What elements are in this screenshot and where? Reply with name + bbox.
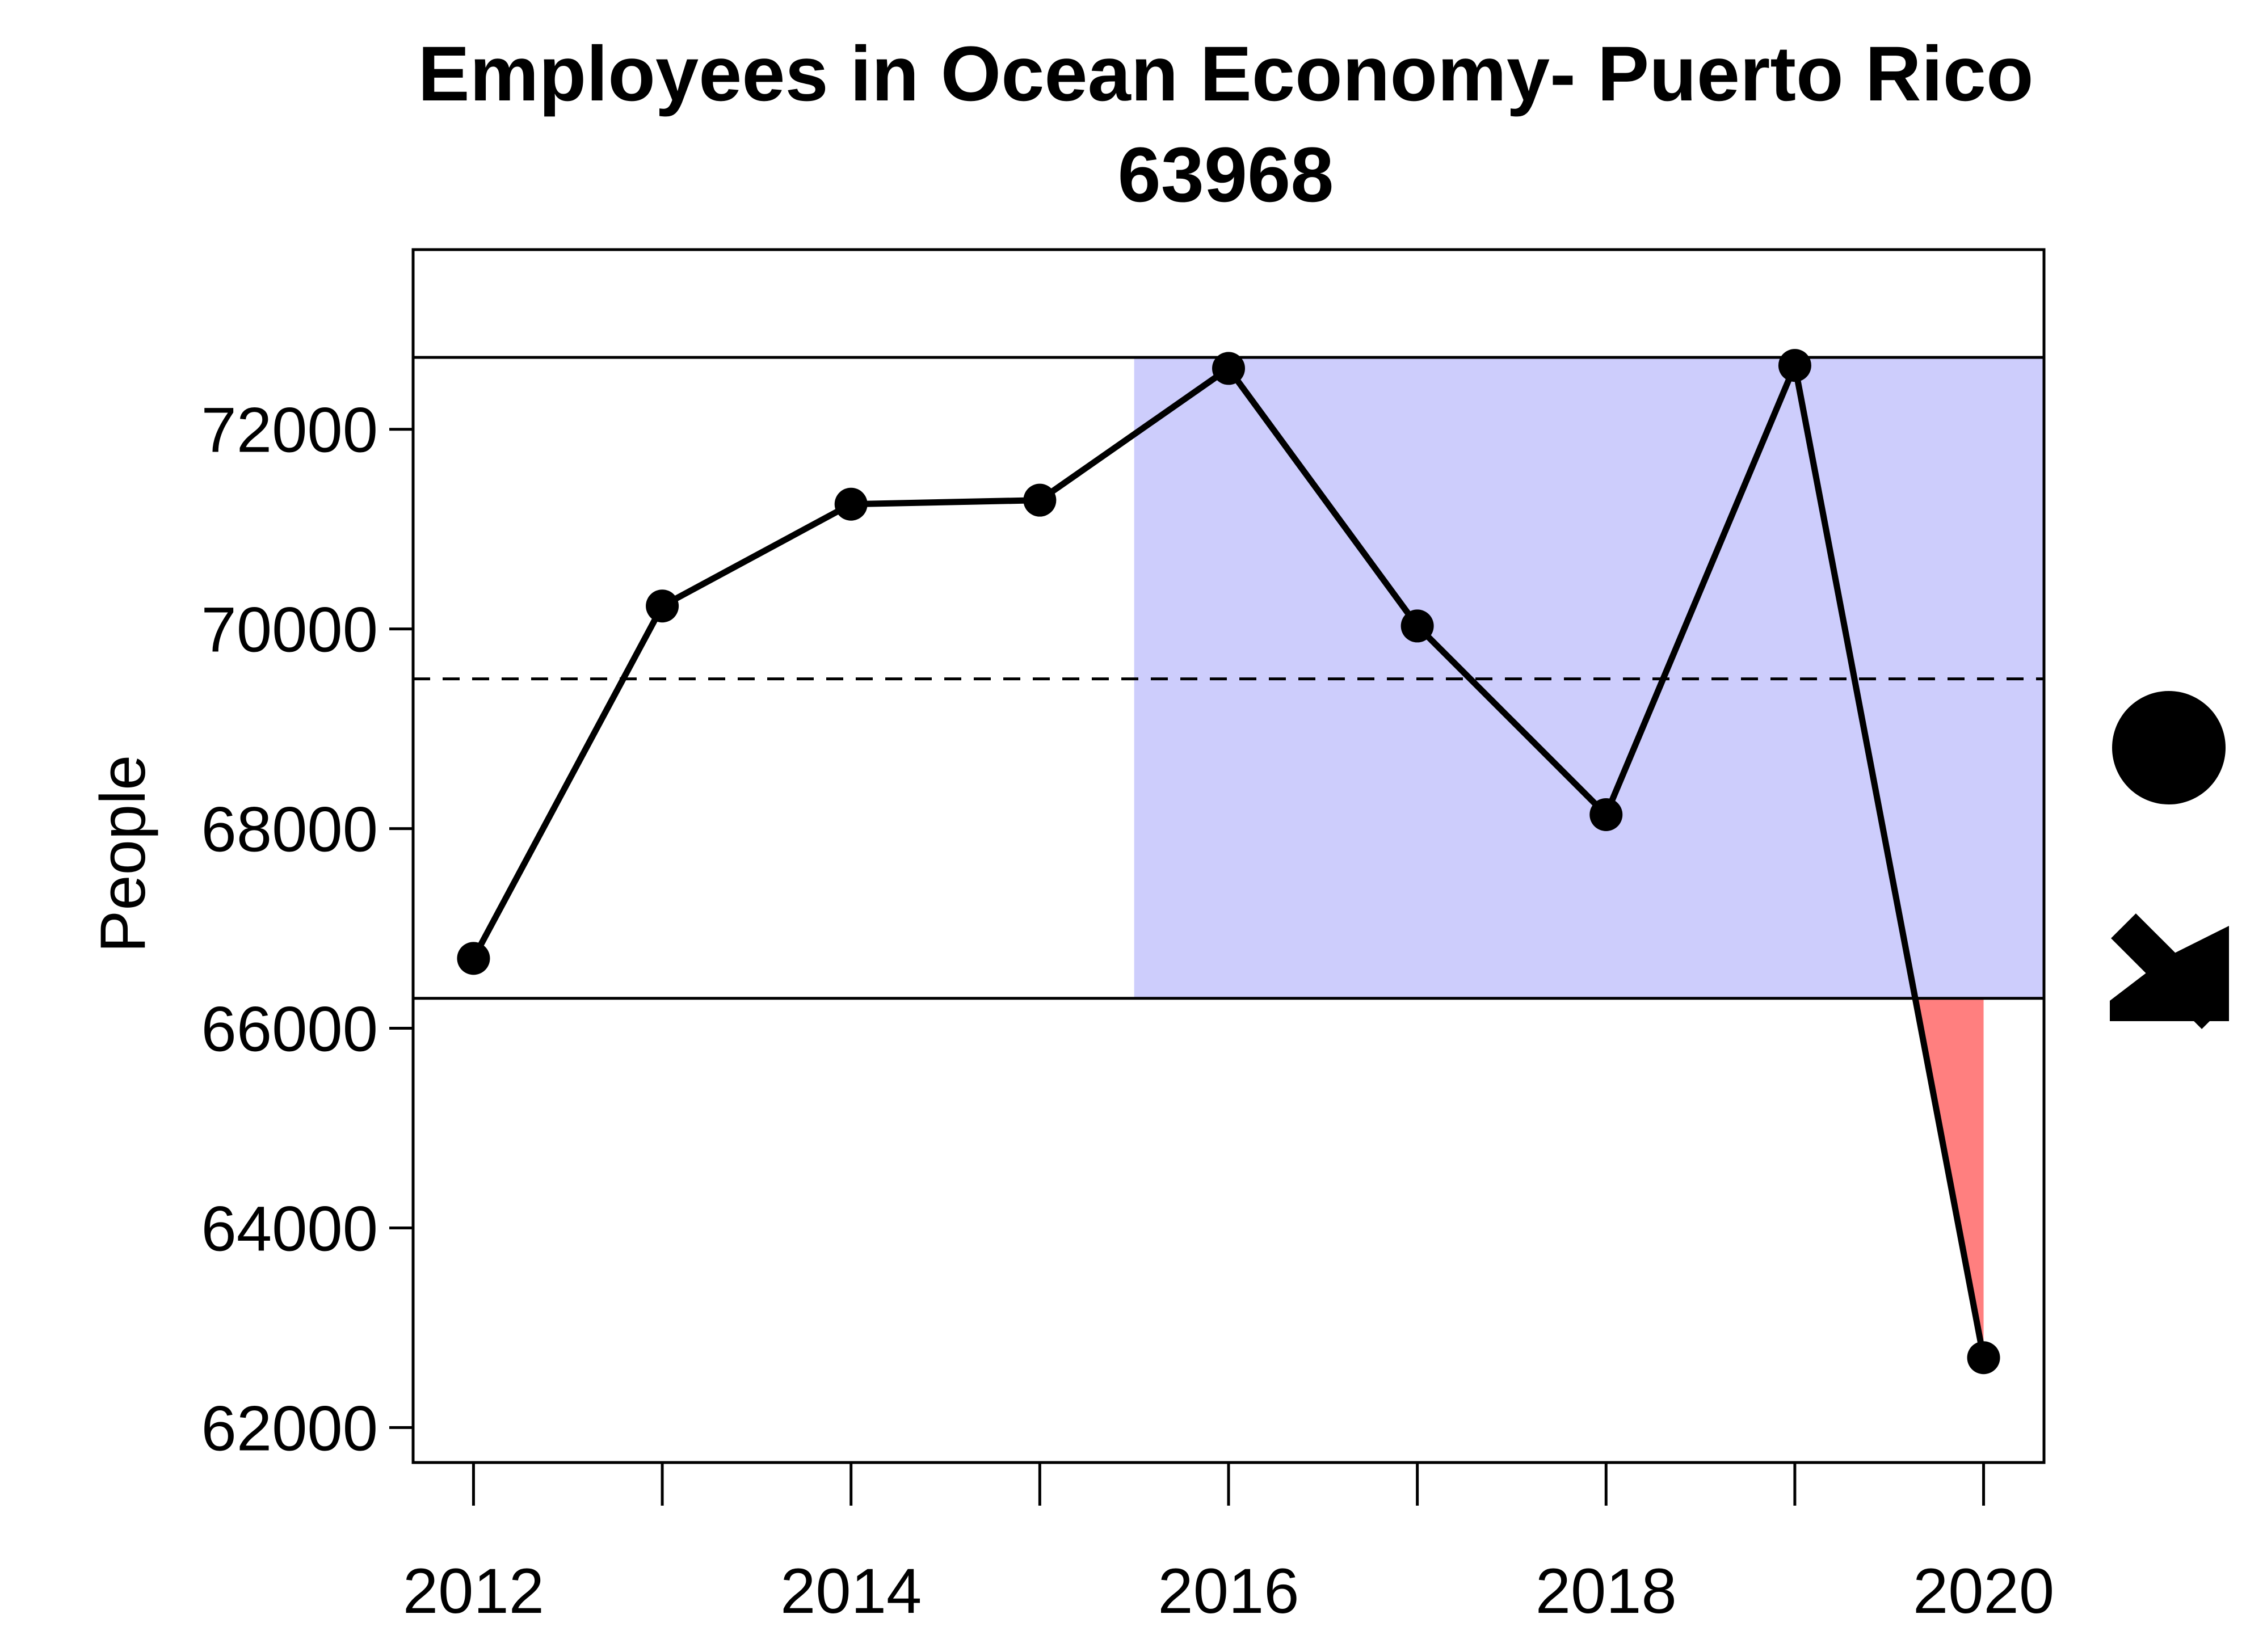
mean-status-circle-icon — [2112, 691, 2226, 804]
y-tick-label: 66000 — [201, 994, 378, 1065]
arrow-down-right-icon — [2110, 913, 2229, 1029]
data-point — [834, 487, 868, 521]
data-point — [457, 942, 490, 975]
chart-subtitle: 63968 — [1118, 132, 1334, 218]
x-tick-label: 2012 — [403, 1556, 544, 1626]
y-tick-label: 72000 — [201, 395, 378, 466]
data-point — [1778, 349, 1811, 382]
plot-area: 62000 64000 66000 68000 70000 72000 2012 2014 20… — [201, 248, 2054, 1626]
x-tick-label: 2018 — [1536, 1556, 1677, 1626]
y-tick-label: 70000 — [201, 595, 378, 665]
y-tick-label: 64000 — [201, 1193, 378, 1264]
x-tick-label: 2016 — [1158, 1556, 1299, 1626]
data-point — [1023, 483, 1057, 517]
chart-title: Employees in Ocean Economy- Puerto Rico — [418, 31, 2033, 117]
data-point — [1400, 609, 1434, 643]
data-point — [646, 589, 679, 623]
data-point — [1589, 798, 1623, 831]
y-axis-title: People — [87, 755, 158, 953]
y-tick-label: 68000 — [201, 794, 378, 865]
y-tick-label: 62000 — [201, 1393, 378, 1464]
x-tick-label: 2020 — [1913, 1556, 2054, 1626]
trend-indicators — [2110, 691, 2229, 1029]
x-tick-label: 2014 — [780, 1556, 922, 1626]
arrow-head — [2110, 926, 2229, 1021]
data-point — [1967, 1341, 2000, 1375]
data-point — [1212, 352, 1245, 385]
